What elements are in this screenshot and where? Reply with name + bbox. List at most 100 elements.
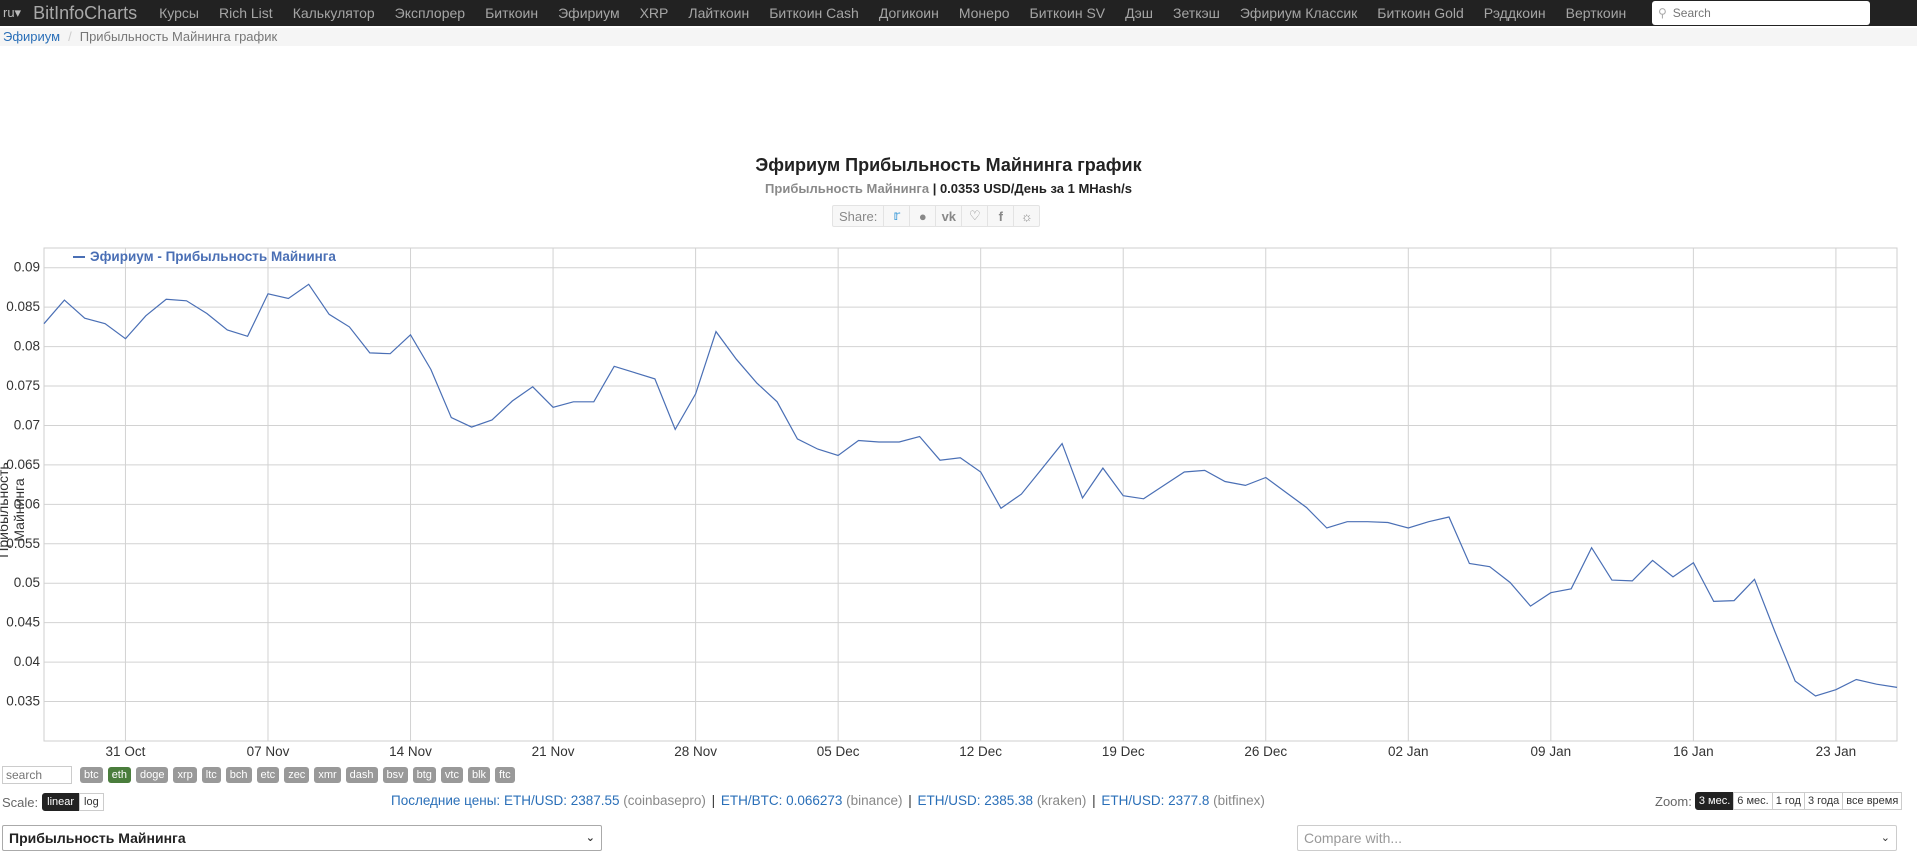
- latest-prices: Последние цены: ETH/USD: 2387.55 (coinba…: [391, 793, 1265, 808]
- coin-button-btg[interactable]: btg: [412, 767, 436, 783]
- x-tick-label: 12 Dec: [959, 744, 1002, 759]
- site-search-input[interactable]: [1670, 5, 1861, 21]
- nav-item-4[interactable]: Биткоин: [485, 5, 539, 21]
- compare-select[interactable]: Compare with... ⌄: [1297, 825, 1897, 851]
- y-tick-label: 0.05: [14, 575, 40, 590]
- nav-item-8[interactable]: Биткоин Cash: [769, 5, 859, 21]
- coin-button-bsv[interactable]: bsv: [382, 767, 408, 783]
- nav-item-3[interactable]: Эксплорер: [394, 5, 466, 21]
- x-tick-label: 28 Nov: [674, 744, 717, 759]
- nav-item-12[interactable]: Дэш: [1125, 5, 1153, 21]
- zoom-button-1[interactable]: 6 мес.: [1733, 792, 1773, 810]
- x-axis-ticks: 31 Oct 07 Nov 14 Nov 21 Nov 28 Nov 05 Dec 12 D…: [106, 744, 1857, 759]
- nav-item-1[interactable]: Rich List: [219, 5, 273, 21]
- facebook-icon[interactable]: f: [987, 206, 1013, 226]
- zoom-button-2[interactable]: 1 год: [1771, 792, 1805, 810]
- chart-legend[interactable]: Эфириум - Прибыльность Майнинга: [73, 249, 336, 264]
- metric-select-value: Прибыльность Майнинга: [9, 830, 186, 846]
- share-label: Share:: [839, 208, 878, 224]
- scale-linear-button[interactable]: linear: [42, 793, 80, 811]
- legend-entry[interactable]: Эфириум - Прибыльность Майнинга: [90, 249, 336, 264]
- breadcrumb: Эфириум / Прибыльность Майнинга график: [0, 28, 1917, 46]
- nav-item-7[interactable]: Лайткоин: [688, 5, 750, 21]
- coin-button-etc[interactable]: etc: [256, 767, 280, 783]
- coin-button-zec[interactable]: zec: [284, 767, 310, 783]
- zoom-button-4[interactable]: все время: [1842, 792, 1903, 810]
- price-separator: |: [1092, 793, 1096, 808]
- price-pair: ETH/USD:: [1097, 793, 1169, 808]
- breadcrumb-parent-link[interactable]: Эфириум: [3, 29, 61, 44]
- coin-button-eth[interactable]: eth: [107, 767, 131, 783]
- nav-item-16[interactable]: Рэддкоин: [1483, 5, 1546, 21]
- nav-item-2[interactable]: Калькулятор: [292, 5, 375, 21]
- y-tick-label: 0.08: [14, 339, 40, 354]
- nav-item-0[interactable]: Курсы: [159, 5, 199, 21]
- nav-item-11[interactable]: Биткоин SV: [1029, 5, 1106, 21]
- nav-item-17[interactable]: Верткоин: [1565, 5, 1627, 21]
- zoom-button-0[interactable]: 3 мес.: [1694, 792, 1735, 810]
- like-icon[interactable]: ♡: [961, 206, 987, 226]
- coin-buttons: btc eth doge xrp ltc bch etc zec xmr dash bsv btg vt…: [80, 767, 520, 783]
- nav-item-5[interactable]: Эфириум: [558, 5, 620, 21]
- scale-label: Scale:: [2, 794, 39, 810]
- x-tick-label: 07 Nov: [247, 744, 290, 759]
- y-tick-label: 0.035: [6, 694, 40, 709]
- price-pair: ETH/USD:: [503, 793, 571, 808]
- coin-button-xmr[interactable]: xmr: [314, 767, 341, 783]
- y-tick-label: 0.055: [6, 536, 40, 551]
- x-tick-label: 09 Jan: [1531, 744, 1572, 759]
- twitter-icon[interactable]: 𝕣: [883, 206, 909, 226]
- nav-item-10[interactable]: Монеро: [958, 5, 1010, 21]
- y-tick-label: 0.06: [14, 496, 40, 511]
- price-exchange: (binance): [842, 793, 907, 808]
- nav-item-9[interactable]: Догикоин: [878, 5, 939, 21]
- zoom-buttons: 3 мес. 6 мес. 1 год 3 года все время: [1694, 792, 1903, 810]
- coin-controls: btcethdogexrpltcbchetczecxmrdashbsvbtgvt…: [2, 765, 520, 785]
- prices-label: Последние цены:: [391, 793, 501, 808]
- series-line[interactable]: [43, 283, 1898, 697]
- share-bar: Share: 𝕣 ● vk ♡ f ☼: [832, 205, 1041, 227]
- coin-button-vtc[interactable]: vtc: [440, 767, 463, 783]
- coin-button-doge[interactable]: doge: [135, 767, 169, 783]
- plot-frame: [43, 247, 1898, 742]
- scale-log-button[interactable]: log: [79, 793, 104, 811]
- price-value: 2387.55: [570, 793, 620, 808]
- x-tick-label: 31 Oct: [106, 744, 146, 759]
- coin-button-btc[interactable]: btc: [80, 767, 103, 783]
- language-selector[interactable]: ru▾: [3, 5, 22, 20]
- coin-search-input[interactable]: [2, 766, 72, 784]
- zoom-button-3[interactable]: 3 года: [1803, 792, 1844, 810]
- chevron-down-icon: ⌄: [1880, 832, 1890, 844]
- coin-button-bch[interactable]: bch: [225, 767, 252, 783]
- nav-item-6[interactable]: XRP: [639, 5, 669, 21]
- top-navbar: ru▾ BitInfoCharts Курсы Rich List Калькуля…: [0, 0, 1917, 26]
- x-tick-label: 23 Jan: [1816, 744, 1857, 759]
- y-tick-label: 0.04: [14, 654, 41, 669]
- breadcrumb-separator: /: [68, 29, 72, 44]
- coin-button-ltc[interactable]: ltc: [201, 767, 221, 783]
- metric-select[interactable]: Прибыльность Майнинга ⌄: [2, 825, 602, 851]
- nav-item-15[interactable]: Биткоин Gold: [1377, 5, 1464, 21]
- y-axis-title: Прибыльность Майнинга: [0, 462, 27, 558]
- nav-item-14[interactable]: Эфириум Классик: [1239, 5, 1358, 21]
- weibo-icon[interactable]: ☼: [1013, 206, 1039, 226]
- x-tick-label: 26 Dec: [1244, 744, 1287, 759]
- coin-button-xrp[interactable]: xrp: [173, 767, 197, 783]
- x-tick-label: 02 Jan: [1388, 744, 1429, 759]
- vk-icon[interactable]: vk: [935, 206, 961, 226]
- site-search[interactable]: ⚲: [1652, 1, 1870, 25]
- reddit-icon[interactable]: ●: [909, 206, 935, 226]
- coin-button-dash[interactable]: dash: [345, 767, 378, 783]
- chevron-down-icon: ⌄: [585, 832, 595, 844]
- nav-item-13[interactable]: Зеткэш: [1173, 5, 1220, 21]
- x-tick-label: 19 Dec: [1102, 744, 1145, 759]
- brand-logo[interactable]: BitInfoCharts: [33, 2, 138, 23]
- coin-button-blk[interactable]: blk: [467, 767, 491, 783]
- nav-items: Курсы Rich List Калькулятор Эксплорер Биткои…: [149, 5, 1636, 21]
- series-layer: [43, 283, 1898, 697]
- compare-select-placeholder: Compare with...: [1304, 830, 1403, 846]
- zoom-controls: Zoom: 3 мес. 6 мес. 1 год 3 года все время: [1655, 792, 1903, 810]
- zoom-label: Zoom:: [1655, 793, 1692, 809]
- coin-button-ftc[interactable]: ftc: [495, 767, 515, 783]
- profitability-chart[interactable]: 0.035 0.04 0.045 0.05 0.055 0.06 0.065 0.07 0.07…: [0, 245, 1917, 765]
